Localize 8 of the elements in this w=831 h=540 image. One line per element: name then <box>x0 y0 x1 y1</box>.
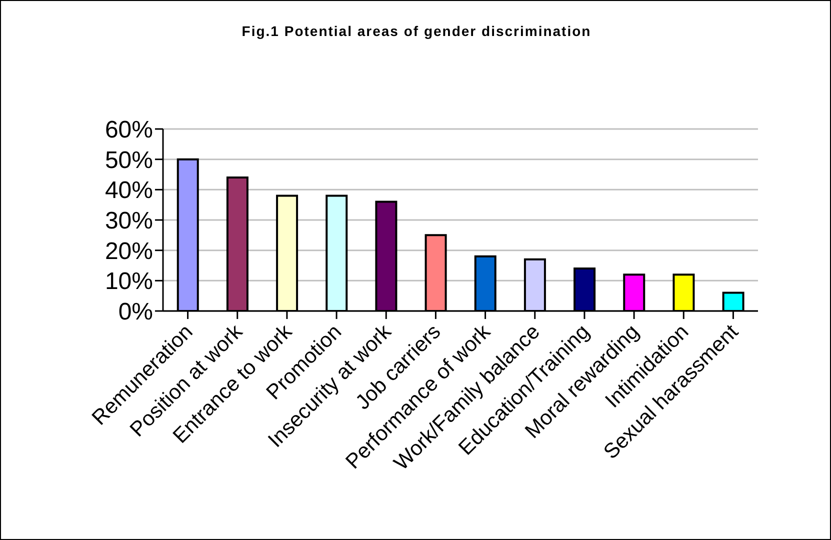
chart-title: Fig.1 Potential areas of gender discrimination <box>240 23 592 39</box>
y-tick-label: 10% <box>104 268 153 296</box>
y-tick-label: 40% <box>104 177 153 204</box>
y-tick-label: 30% <box>104 208 153 235</box>
y-tick-label: 60% <box>104 116 153 144</box>
y-tick-label: 0% <box>118 298 153 326</box>
y-tick-label: 20% <box>104 238 153 265</box>
y-tick-label: 50% <box>104 146 153 174</box>
